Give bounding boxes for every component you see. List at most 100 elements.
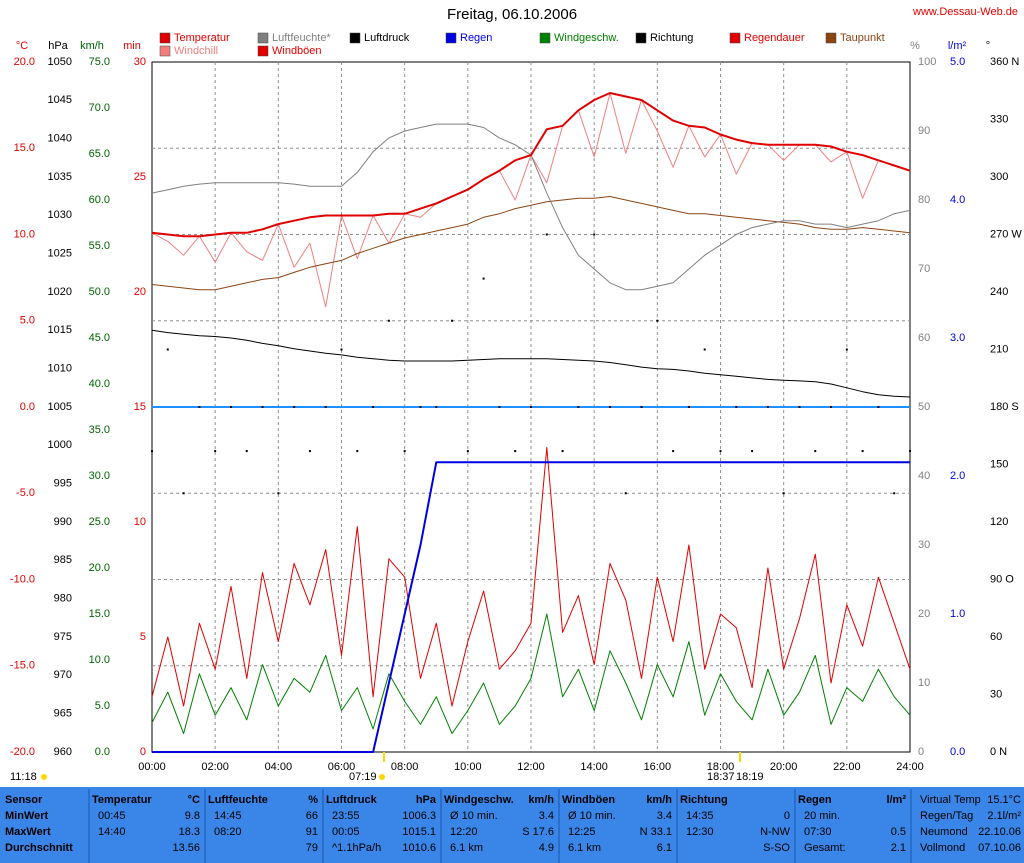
astro-time: 18:19: [736, 771, 764, 783]
y-tick-label: 100: [918, 56, 936, 68]
y-tick-label: 5: [140, 631, 146, 643]
direction-dot: [261, 406, 264, 408]
direction-dot: [845, 348, 848, 351]
y-tick-label: 1030: [48, 209, 72, 221]
legend-swatch: [257, 32, 269, 44]
legend-label: Regen: [460, 32, 492, 44]
y-tick-label: 10.0: [14, 228, 35, 240]
legend-label: Luftfeuchte*: [272, 32, 331, 44]
y-tick-label: 35.0: [89, 424, 110, 436]
legend-swatch: [349, 32, 361, 44]
cell-note: 12:20: [450, 826, 478, 838]
y-tick-label: 75.0: [89, 56, 110, 68]
y-tick-label: 5.0: [950, 56, 965, 68]
legend-label: Windgeschw.: [554, 32, 619, 44]
astro-time: 07:19: [349, 771, 377, 783]
column-unit: %: [308, 794, 318, 806]
direction-dot: [672, 450, 675, 453]
cell-value: 1015.1: [402, 826, 436, 838]
cell-note: 07:30: [804, 826, 832, 838]
y-tick-label: 4.0: [950, 194, 965, 206]
column-unit: km/h: [646, 794, 672, 806]
y-tick-label: 60: [918, 332, 930, 344]
direction-dot: [229, 406, 232, 408]
y-tick-label: 20.0: [89, 562, 110, 574]
y-tick-label: 330: [990, 113, 1008, 125]
axis-unit: l/m²: [948, 40, 967, 52]
y-tick-label: 360 N: [990, 56, 1019, 68]
y-tick-label: 990: [54, 516, 72, 528]
cell-note: ^1.1hPa/h: [332, 842, 381, 854]
astro-time: 11:18: [10, 771, 37, 783]
cell-value: N 33.1: [640, 826, 672, 838]
cell-value: 3.4: [657, 810, 672, 822]
y-tick-label: 985: [54, 554, 72, 566]
y-tick-label: 0.0: [20, 401, 35, 413]
info-label: Neumond: [920, 826, 968, 838]
y-tick-label: 70.0: [89, 102, 110, 114]
direction-dot: [214, 450, 217, 453]
cell-note: 6.1 km: [450, 842, 483, 854]
direction-dot: [735, 406, 738, 408]
y-tick-label: 2.0: [950, 470, 965, 482]
x-tick-label: 08:00: [391, 761, 419, 773]
cell-value: 4.9: [539, 842, 554, 854]
astro-time: 18:37: [707, 771, 735, 783]
y-tick-label: 180 S: [990, 401, 1019, 413]
legend-swatch: [159, 45, 171, 57]
cell-note: 20 min.: [804, 810, 840, 822]
cell-value: 1010.6: [402, 842, 436, 854]
legend-label: Regendauer: [744, 32, 805, 44]
direction-dot: [640, 406, 643, 408]
legend-swatch: [729, 32, 741, 44]
row-label: MinWert: [5, 810, 49, 822]
direction-dot: [593, 233, 596, 236]
y-tick-label: 20: [918, 608, 930, 620]
cell-note: 14:35: [686, 810, 714, 822]
row-label: MaxWert: [5, 826, 51, 838]
y-tick-label: 970: [54, 669, 72, 681]
direction-dot: [751, 450, 754, 453]
y-tick-label: -5.0: [16, 487, 35, 499]
cell-note: 08:20: [214, 826, 242, 838]
direction-dot: [356, 450, 359, 453]
y-tick-label: 1045: [48, 94, 72, 106]
series-line: [151, 196, 911, 291]
series-line: [151, 92, 911, 238]
column-unit: °C: [188, 794, 200, 806]
direction-dot: [687, 406, 690, 408]
legend-label: Luftdruck: [364, 32, 410, 44]
y-tick-label: 0.0: [950, 746, 965, 758]
y-tick-label: 980: [54, 593, 72, 605]
y-tick-label: 1040: [48, 133, 72, 145]
cell-value: 91: [306, 826, 318, 838]
direction-dot: [782, 492, 785, 495]
y-tick-label: 0: [918, 746, 924, 758]
cell-note: 6.1 km: [568, 842, 601, 854]
y-tick-label: 10: [918, 677, 930, 689]
source: www.Dessau-Web.de: [912, 6, 1018, 18]
y-tick-label: 15: [134, 401, 146, 413]
legend-label: Richtung: [650, 32, 693, 44]
legend-label: Windchill: [174, 45, 218, 57]
y-tick-label: 45.0: [89, 332, 110, 344]
column-title: Regen: [798, 794, 832, 806]
y-tick-label: 975: [54, 631, 72, 643]
cell-value: 0: [784, 810, 790, 822]
row-label: Durchschnitt: [5, 842, 73, 854]
y-tick-label: 1005: [48, 401, 72, 413]
cell-value: 9.8: [185, 810, 200, 822]
cell-value: 79: [306, 842, 318, 854]
cell-value: 6.1: [657, 842, 672, 854]
y-tick-label: 300: [990, 171, 1008, 183]
y-tick-label: 20.0: [14, 56, 35, 68]
direction-dot: [151, 450, 153, 453]
info-value: 2.1l/m²: [987, 810, 1021, 822]
direction-dot: [277, 492, 280, 495]
cell-value: 3.4: [539, 810, 554, 822]
direction-dot: [608, 406, 611, 408]
direction-dot: [545, 233, 548, 236]
cell-value: 66: [306, 810, 318, 822]
sun-icon: [379, 774, 385, 780]
